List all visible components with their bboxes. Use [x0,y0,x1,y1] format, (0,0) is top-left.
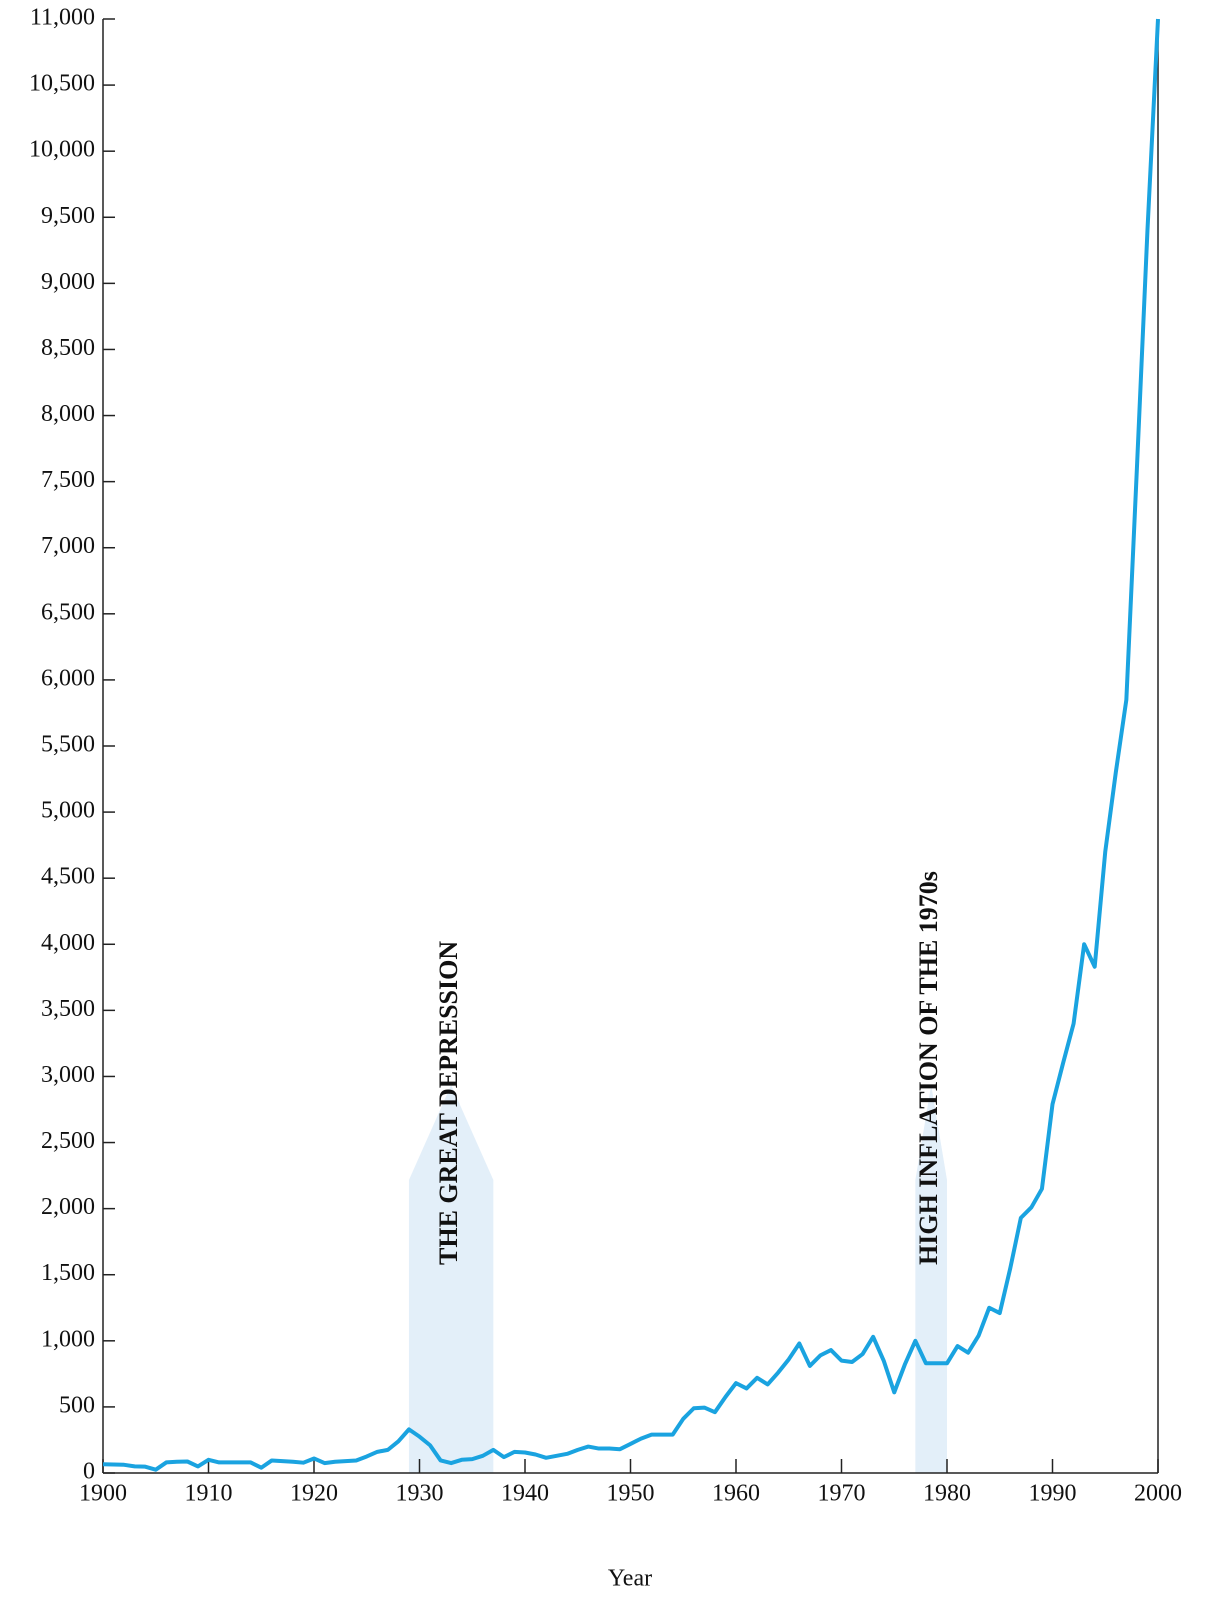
y-tick-label: 2,000 [41,1194,95,1220]
y-tick-label: 10,500 [29,71,95,97]
y-tick-label: 9,500 [41,203,95,229]
y-tick-label: 6,500 [41,599,95,625]
y-tick-label: 4,500 [41,864,95,890]
y-tick-label: 9,000 [41,269,95,295]
y-tick-label: 6,000 [41,665,95,691]
y-tick-label: 7,500 [41,467,95,493]
y-tick-label: 5,500 [41,732,95,758]
annotation-arrow [915,1085,947,1473]
y-tick-label: 1,000 [41,1326,95,1352]
y-tick-label: 11,000 [30,5,95,31]
x-tick-label: 1980 [923,1481,971,1507]
x-tick-label: 1990 [1029,1481,1077,1507]
x-tick-label: 2000 [1134,1481,1182,1507]
x-tick-label: 1940 [501,1481,549,1507]
y-tick-label: 500 [59,1392,95,1418]
y-tick-label: 8,500 [41,335,95,361]
x-tick-label: 1960 [712,1481,760,1507]
y-tick-label: 3,500 [41,996,95,1022]
y-tick-label: 7,000 [41,533,95,559]
y-tick-label: 4,000 [41,930,95,956]
annotation-text: HIGH INFLATION OF THE 1970s [914,871,943,1265]
x-tick-label: 1970 [818,1481,866,1507]
y-tick-label: 3,000 [41,1062,95,1088]
line-series [102,18,1160,1472]
y-tick-label: 10,000 [29,137,95,163]
x-axis-label: Year [608,1566,652,1592]
x-tick-label: 1910 [185,1481,233,1507]
x-tick-label: 1950 [607,1481,655,1507]
annotation-arrow [408,1085,494,1473]
annotation-text: THE GREAT DEPRESSION [434,941,463,1265]
x-tick-label: 1900 [79,1481,127,1507]
x-tick-label: 1930 [396,1481,444,1507]
y-tick-label: 0 [83,1459,95,1485]
x-tick-label: 1920 [290,1481,338,1507]
y-tick-label: 1,500 [41,1260,95,1286]
y-tick-label: 5,000 [41,798,95,824]
y-tick-label: 2,500 [41,1128,95,1154]
y-tick-label: 8,000 [41,401,95,427]
